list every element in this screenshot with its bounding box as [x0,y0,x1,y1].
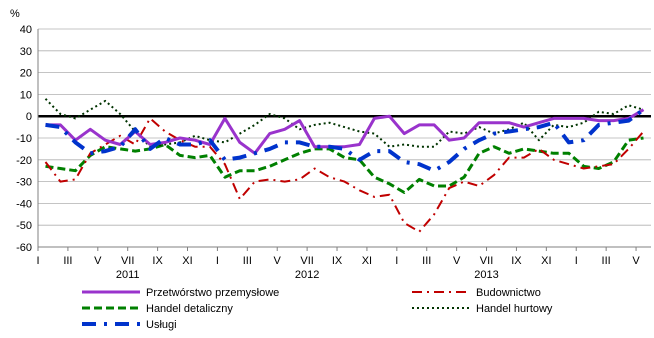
series-lines [44,98,645,233]
x-tick-label: V [453,255,461,267]
year-label: 2013 [474,269,498,281]
x-tick-label: V [274,255,282,267]
x-tick-label: III [422,255,431,267]
x-tick-label: I [36,255,39,267]
y-tick-label: -60 [16,242,32,254]
y-tick-label: 10 [20,89,32,101]
x-tick-label: XI [362,255,372,267]
x-tick-label: XI [182,255,192,267]
x-axis: I III V VII IX XI I III V VII IX XI I III V VII IX XI I III… [36,246,651,281]
y-tick-label: 0 [26,111,32,123]
x-tick-label: IX [511,255,522,267]
y-tick-label: -10 [16,133,32,145]
x-tick-label: III [63,255,72,267]
x-tick-label: IX [152,255,163,267]
x-tick-label: V [94,255,102,267]
year-label: 2012 [295,269,319,281]
y-axis: 40 30 20 10 0 -10 -20 -30 -40 -50 -60% [10,8,39,254]
legend-label: Przetwórstwo przemysłowe [146,287,279,299]
series-line-3 [44,98,644,148]
legend: Przetwórstwo przemysłowe Budownictwo Hande… [82,287,553,331]
y-tick-label: -30 [16,177,32,189]
x-tick-label: III [243,255,252,267]
x-tick-label: I [216,255,219,267]
legend-label: Budownictwo [476,287,541,299]
y-tick-label: 30 [20,46,32,58]
y-axis-unit: % [10,8,20,20]
legend-label: Usługi [146,319,177,331]
y-tick-label: -50 [16,220,32,232]
x-tick-label: VII [480,255,493,267]
x-tick-label: III [602,255,611,267]
year-label: 2011 [116,269,140,281]
x-tick-label: VII [300,255,313,267]
series-line-1 [44,117,645,233]
legend-label: Handel detaliczny [146,303,233,315]
x-tick-label: IX [332,255,343,267]
series-line-4 [45,108,645,173]
x-tick-label: I [575,255,578,267]
legend-label: Handel hurtowy [476,303,553,315]
y-tick-label: -40 [16,198,32,210]
x-tick-label: XI [541,255,551,267]
x-tick-label: I [395,255,398,267]
x-tick-label: VII [121,255,134,267]
x-tick-label: V [632,255,640,267]
y-tick-label: -20 [16,155,32,167]
y-tick-label: 40 [20,24,32,36]
y-tick-label: 20 [20,68,32,80]
